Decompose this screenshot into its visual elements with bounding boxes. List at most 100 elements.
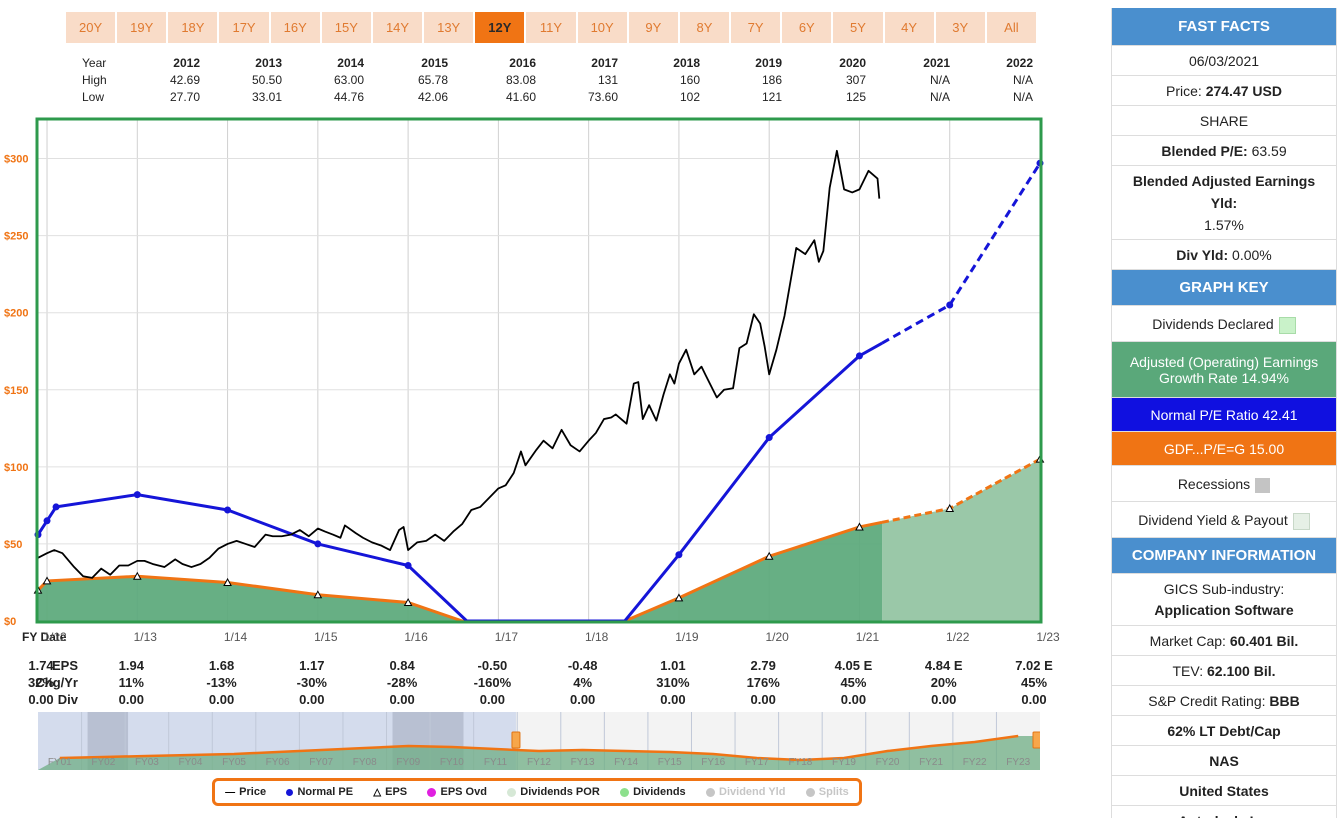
normal-pe-key[interactable]: Normal P/E Ratio 42.41 bbox=[1112, 398, 1336, 432]
share-button[interactable]: SHARE bbox=[1112, 106, 1336, 136]
high-low-table: Year 2012 2013 2014 2015 2016 2017 2018 2019 202… bbox=[60, 55, 1045, 106]
low-cell: 125 bbox=[845, 90, 866, 104]
chg-row: Chg/Yr 32% 11% -13% -30% -28% -160% 4% 310% 176% 4… bbox=[0, 675, 1080, 692]
country-row: United States bbox=[1112, 776, 1336, 806]
fy-date-tick: 1/19 bbox=[675, 630, 699, 644]
high-label: High bbox=[82, 73, 107, 87]
low-cell: 41.60 bbox=[505, 90, 536, 104]
eps-marker bbox=[855, 522, 864, 531]
high-cell: 160 bbox=[679, 73, 700, 87]
legend-item-eps[interactable]: △ EPS bbox=[373, 786, 407, 798]
eps-label: EPS bbox=[51, 658, 78, 673]
navigator-year-label: FY13 bbox=[571, 757, 595, 768]
range-tab-all[interactable]: All bbox=[986, 12, 1036, 43]
range-tab-15y[interactable]: 15Y bbox=[321, 12, 371, 43]
dividend-yield-payout-key[interactable]: Dividend Yield & Payout bbox=[1112, 502, 1336, 538]
navigator-year-label: FY14 bbox=[614, 757, 638, 768]
adj-earnings-key[interactable]: Adjusted (Operating) Earnings Growth Rat… bbox=[1112, 342, 1336, 398]
legend-item-eps-ovd[interactable]: EPS Ovd bbox=[427, 786, 487, 798]
fy-date-tick: 1/16 bbox=[404, 630, 428, 644]
navigator-year-label: FY08 bbox=[353, 757, 377, 768]
y-tick-label: $0 bbox=[4, 616, 16, 627]
fy-date-tick: 1/23 bbox=[1036, 630, 1060, 644]
price-label: Price: bbox=[1166, 83, 1202, 99]
fast-facts-header: FAST FACTS bbox=[1112, 8, 1336, 46]
normal-pe-marker bbox=[133, 491, 141, 499]
y-tick-label: $250 bbox=[4, 231, 28, 243]
year-cell: 2012 bbox=[173, 56, 200, 70]
navigator-year-label: FY12 bbox=[527, 757, 551, 768]
year-cell: 2017 bbox=[591, 56, 618, 70]
dividend-yield-payout-label: Dividend Yield & Payout bbox=[1138, 512, 1288, 528]
year-cell: 2015 bbox=[421, 56, 448, 70]
range-tab-13y[interactable]: 13Y bbox=[424, 12, 474, 43]
range-tab-6y[interactable]: 6Y bbox=[782, 12, 832, 43]
fy-date-tick: 1/15 bbox=[314, 630, 338, 644]
fy-date-tick: 1/20 bbox=[765, 630, 789, 644]
fy-date-tick: 1/13 bbox=[133, 630, 157, 644]
high-cell: 307 bbox=[845, 73, 866, 87]
dash-icon: — bbox=[225, 786, 236, 798]
triangle-icon: △ bbox=[373, 786, 382, 798]
range-tab-18y[interactable]: 18Y bbox=[168, 12, 218, 43]
y-tick-label: $150 bbox=[4, 385, 28, 397]
range-tab-7y[interactable]: 7Y bbox=[731, 12, 781, 43]
range-tab-5y[interactable]: 5Y bbox=[833, 12, 883, 43]
timeline-navigator[interactable]: FY01 FY02 FY03 FY04 FY05 FY06 FY07 FY08 FY09 FY10… bbox=[38, 712, 1042, 770]
div-cell: 0.00 bbox=[750, 692, 776, 707]
legend-label: Dividend Yld bbox=[719, 786, 786, 798]
market-cap-value: 60.401 Bil. bbox=[1229, 633, 1299, 649]
eps-cell: 1.01 bbox=[660, 658, 686, 673]
div-cell: 0.00 bbox=[208, 692, 235, 707]
range-tab-12y[interactable]: 12Y bbox=[475, 12, 525, 43]
dot-icon bbox=[620, 787, 630, 797]
low-row: Low 27.70 33.01 44.76 42.06 41.60 73.60 102 121… bbox=[60, 89, 1045, 106]
legend-item-price[interactable]: — Price bbox=[225, 786, 266, 798]
range-tab-4y[interactable]: 4Y bbox=[884, 12, 934, 43]
range-tab-10y[interactable]: 10Y bbox=[577, 12, 627, 43]
navigator-year-label: FY10 bbox=[440, 757, 464, 768]
chg-cell: -30% bbox=[296, 675, 327, 690]
legend-item-dividend-yld[interactable]: Dividend Yld bbox=[706, 786, 785, 798]
fast-facts-date: 06/03/2021 bbox=[1112, 46, 1336, 76]
range-tab-14y[interactable]: 14Y bbox=[372, 12, 423, 43]
range-tab-8y[interactable]: 8Y bbox=[679, 12, 730, 43]
navigator-handle[interactable] bbox=[1032, 731, 1042, 749]
legend-item-dividends-por[interactable]: Dividends POR bbox=[507, 786, 600, 798]
navigator-year-label: FY05 bbox=[222, 757, 246, 768]
recessions-key[interactable]: Recessions bbox=[1112, 466, 1336, 502]
price-row: Price: 274.47 USD bbox=[1112, 76, 1336, 106]
range-tab-19y[interactable]: 19Y bbox=[117, 12, 167, 43]
legend-item-dividends[interactable]: Dividends bbox=[620, 786, 686, 798]
eps-marker bbox=[403, 597, 413, 607]
fy-date-tick: 1/21 bbox=[855, 630, 880, 644]
high-cell: N/A bbox=[1012, 73, 1033, 87]
range-tab-11y[interactable]: 11Y bbox=[526, 12, 576, 43]
eps-cell: 2.79 bbox=[750, 658, 776, 673]
gics-row: GICS Sub-industry: Application Software bbox=[1112, 574, 1336, 626]
navigator-year-label: FY23 bbox=[1006, 757, 1030, 768]
div-cell: 0.00 bbox=[1021, 692, 1047, 707]
eps-cell: 0.84 bbox=[389, 658, 415, 673]
legend-item-normal-pe[interactable]: Normal PE bbox=[286, 786, 353, 798]
gdf-key[interactable]: GDF...P/E=G 15.00 bbox=[1112, 432, 1336, 466]
low-cell: 121 bbox=[761, 90, 782, 104]
range-tab-20y[interactable]: 20Y bbox=[66, 12, 116, 43]
range-tab-17y[interactable]: 17Y bbox=[219, 12, 269, 43]
gics-value: Application Software bbox=[1154, 601, 1294, 618]
legend-item-splits[interactable]: Splits bbox=[805, 786, 849, 798]
legend-label: EPS Ovd bbox=[440, 786, 487, 798]
eps-cell: 1.17 bbox=[299, 658, 325, 673]
chg-cell: 45% bbox=[840, 675, 867, 690]
dividends-declared-key[interactable]: Dividends Declared bbox=[1112, 306, 1336, 342]
navigator-handle[interactable] bbox=[511, 731, 521, 749]
range-tab-16y[interactable]: 16Y bbox=[270, 12, 320, 43]
dot-icon bbox=[706, 787, 716, 797]
range-tab-3y[interactable]: 3Y bbox=[935, 12, 985, 43]
range-tab-9y[interactable]: 9Y bbox=[628, 12, 678, 43]
low-cell: N/A bbox=[1012, 90, 1033, 104]
blended-adj-label: Blended Adjusted Earnings Yld: bbox=[1132, 172, 1316, 211]
high-cell: 83.08 bbox=[505, 73, 536, 87]
low-cell: N/A bbox=[929, 90, 950, 104]
low-cell: 44.76 bbox=[333, 90, 364, 104]
